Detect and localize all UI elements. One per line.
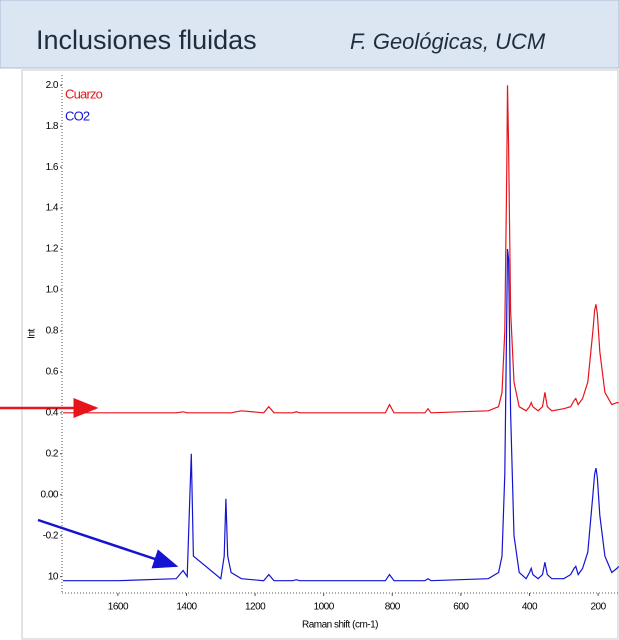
x-tick-label: 800 [385, 602, 401, 613]
y-tick-label: 1.6 [46, 162, 59, 173]
y-tick-label: 0.00 [41, 489, 59, 500]
y-tick-label: 0.8 [46, 326, 59, 337]
x-tick-label: 200 [590, 602, 606, 613]
legend-entry: CO2 [65, 108, 90, 123]
y-tick-label: -0.2 [43, 530, 59, 541]
plot [63, 85, 619, 582]
series-line [63, 248, 619, 582]
x-tick-label: 600 [453, 602, 469, 613]
y-tick-label: 1.0 [46, 285, 59, 296]
x-tick-label: 1600 [108, 602, 129, 613]
x-tick-label: 1400 [176, 602, 197, 613]
series-line [63, 85, 619, 414]
x-tick-label: 400 [522, 602, 538, 613]
y-tick-label: 1.4 [46, 203, 59, 214]
x-axis-label: Raman shift (cm-1) [302, 620, 378, 631]
y-tick-label: 0.6 [46, 367, 59, 378]
x-tick-label: 1200 [245, 602, 266, 613]
y-tick-label: 1.8 [46, 121, 59, 132]
y-tick-label: 1.2 [46, 244, 59, 255]
arrow [37, 518, 179, 569]
chart-frame [21, 69, 619, 640]
y-axis-label: Int [27, 328, 38, 338]
y-tick-label: 2.0 [46, 80, 59, 91]
y-tick-label: 10 [48, 571, 59, 582]
y-tick-label: 0.4 [46, 407, 59, 418]
y-tick-label: 0.2 [46, 448, 59, 459]
header-bar [0, 0, 619, 69]
x-tick-label: 1000 [314, 602, 335, 613]
header-subtitle: F. Geológicas, UCM [350, 29, 546, 54]
legend-entry: Cuarzo [65, 86, 103, 101]
header-title: Inclusiones fluidas [36, 25, 257, 55]
